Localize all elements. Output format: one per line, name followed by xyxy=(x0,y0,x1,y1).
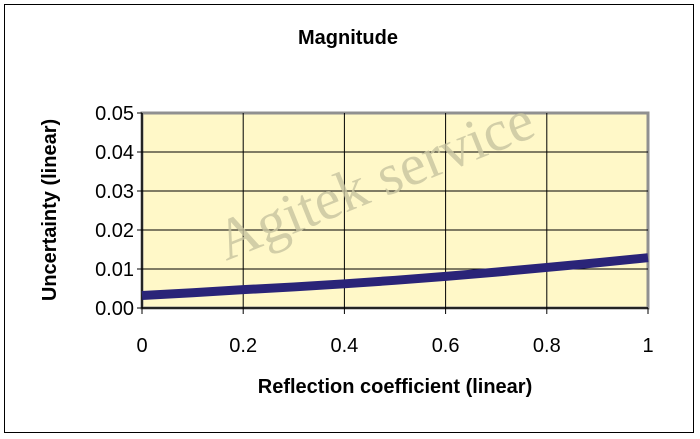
x-tick-label: 0.6 xyxy=(432,335,460,357)
chart-title: Magnitude xyxy=(298,27,398,49)
y-tick-label: 0.04 xyxy=(95,142,134,164)
x-tick-label: 0.4 xyxy=(330,335,358,357)
x-tick-label: 0 xyxy=(136,335,147,357)
y-tick-label: 0.01 xyxy=(95,259,134,281)
x-tick-label: 0.8 xyxy=(533,335,561,357)
x-tick-label: 0.2 xyxy=(229,335,257,357)
y-tick-label: 0.02 xyxy=(95,220,134,242)
series-line xyxy=(141,253,649,301)
y-tick-label: 0.00 xyxy=(95,298,134,320)
plot-area xyxy=(140,111,650,310)
y-axis-label: Uncertainty (linear) xyxy=(39,119,61,301)
gridlines xyxy=(137,112,649,314)
x-axis-label: Reflection coefficient (linear) xyxy=(258,376,533,398)
y-tick-label: 0.03 xyxy=(95,181,134,203)
y-tick-label: 0.05 xyxy=(95,103,134,125)
chart-frame xyxy=(4,4,694,433)
x-tick-label: 1 xyxy=(642,335,653,357)
tick-labels: 0.00 0.01 0.02 0.03 0.04 0.05 0 0.2 0.4 0.6 0.8 1 xyxy=(95,103,654,357)
